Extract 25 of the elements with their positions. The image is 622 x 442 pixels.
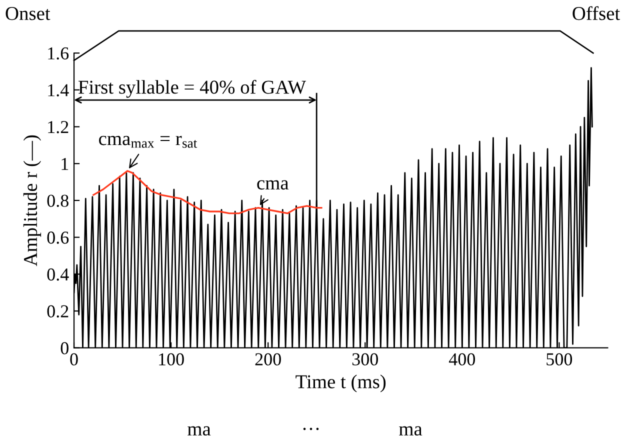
text: ··· [303, 428, 319, 430]
y-tick-label: 0.8 [47, 194, 68, 207]
y-tick-label: 1.2 [48, 121, 68, 134]
y-tick-label: 1.4 [48, 84, 69, 96]
x-tick-label: 300 [352, 353, 378, 366]
y-tick-label: 0.6 [47, 232, 69, 244]
text: Onset [6, 7, 50, 20]
y-tick-label: 1 [62, 158, 68, 170]
y-tick-label: 0 [60, 342, 68, 354]
text: ma [188, 426, 211, 436]
annotation: cma$_{max}$ = r$_{sat}$ [99, 136, 198, 148]
y-tick-label: 0.2 [47, 305, 68, 318]
x-tick-label: 0 [70, 353, 78, 366]
text: ma [399, 426, 422, 436]
text: Offset [572, 6, 620, 20]
y-axis-title: Amplitude r (—) [23, 135, 42, 266]
annotation: First syllable = 40% of GAW [78, 80, 306, 98]
annotation: cma [257, 180, 289, 190]
y-tick-label: 0.4 [47, 268, 69, 281]
y-tick-label: 1.6 [48, 47, 69, 60]
x-tick-label: 100 [159, 353, 184, 366]
x-tick-label: 500 [546, 353, 572, 366]
x-tick-label: 400 [448, 353, 475, 366]
x-axis-title: Time t (ms) [296, 374, 386, 392]
x-tick-label: 200 [255, 353, 281, 366]
